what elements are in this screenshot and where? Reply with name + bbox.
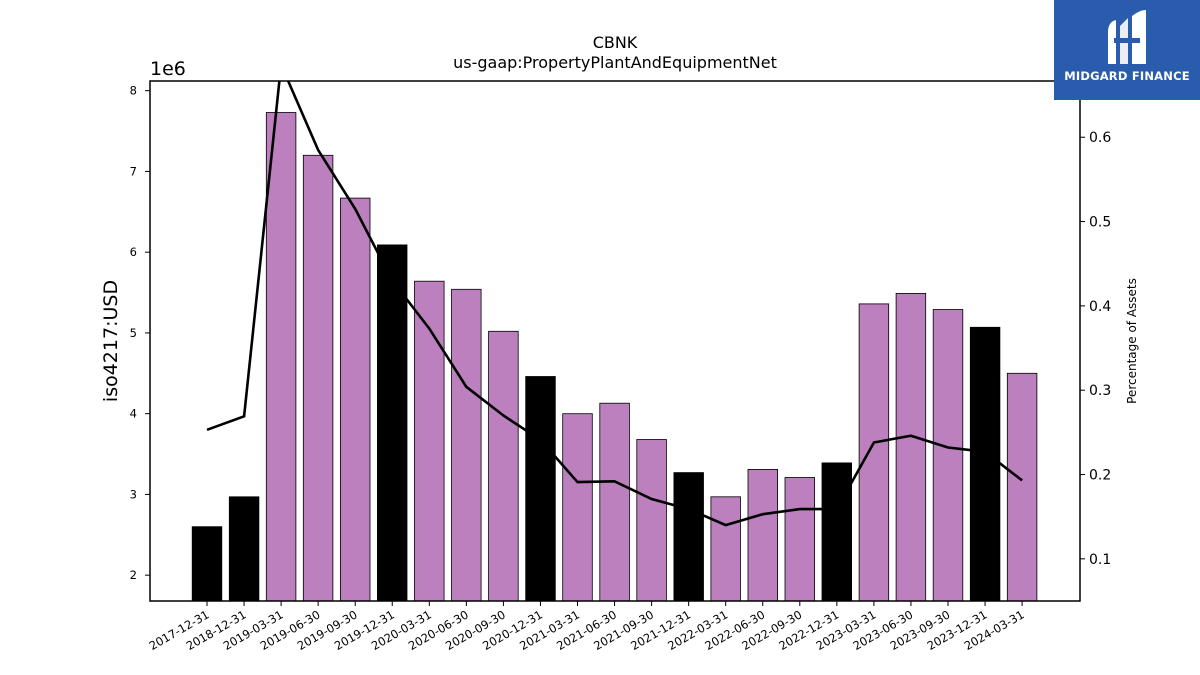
bar-2018-12-31 (228, 496, 260, 602)
y-axis-label: iso4217:USD (100, 280, 122, 402)
chart-title: CBNK (592, 33, 638, 52)
brand-logo: MIDGARD FINANCE (1054, 0, 1200, 100)
bar-series (191, 112, 1038, 602)
y-offset-label: 1e6 (150, 58, 186, 80)
percentage-of-assets-line (206, 81, 1023, 527)
bar-2020-06-30 (451, 288, 482, 602)
y2-tick-label: 0.6 (1089, 130, 1111, 146)
y-tick-label: 5 (130, 326, 137, 340)
bar-2017-12-31 (191, 526, 223, 602)
y-tick-label: 7 (130, 164, 137, 178)
bar-2022-03-31 (710, 496, 741, 602)
bar-2024-03-31 (1006, 372, 1038, 602)
bar-2020-12-31 (525, 376, 556, 602)
y2-axis-label: Percentage of Assets (1125, 278, 1139, 404)
left-axis-ticks: 2 3 4 5 6 7 8 (130, 84, 150, 582)
bar-2023-06-30 (895, 292, 927, 602)
bar-2019-06-30 (302, 154, 334, 602)
x-axis-ticks: 2017-12-312018-12-312019-03-312019-06-30… (147, 601, 1027, 653)
bar-2023-09-30 (932, 309, 964, 602)
bar-2019-12-31 (376, 244, 408, 602)
y2-tick-label: 0.1 (1089, 552, 1111, 568)
bar-2019-09-30 (339, 197, 371, 602)
y-tick-label: 6 (130, 245, 137, 259)
bar-2023-12-31 (969, 326, 1001, 602)
y2-tick-label: 0.5 (1089, 215, 1111, 231)
y-tick-label: 4 (130, 407, 137, 421)
y-tick-label: 2 (130, 568, 137, 582)
chart-subtitle: us-gaap:PropertyPlantAndEquipmentNet (453, 53, 777, 72)
bar-2021-03-31 (562, 413, 593, 602)
y2-tick-label: 0.3 (1089, 383, 1111, 399)
y2-tick-label: 0.2 (1089, 468, 1111, 484)
logo-mark-icon (1108, 10, 1146, 64)
y2-tick-label: 0.4 (1089, 299, 1111, 315)
right-axis-ticks: 0.1 0.2 0.3 0.4 0.5 0.6 (1080, 130, 1111, 568)
y-tick-label: 3 (130, 487, 137, 501)
bar-2021-09-30 (636, 439, 667, 602)
bar-2019-03-31 (265, 112, 297, 602)
bar-2020-03-31 (414, 280, 445, 602)
bar-2022-06-30 (747, 468, 779, 602)
y-tick-label: 8 (130, 84, 137, 98)
bar-2021-12-31 (673, 472, 704, 602)
logo-text: MIDGARD FINANCE (1064, 69, 1190, 83)
bar-2023-03-31 (858, 303, 890, 602)
percentage-line-layer (206, 81, 1023, 527)
bar-2020-09-30 (488, 330, 519, 602)
bar-2021-06-30 (599, 402, 630, 602)
bar-2022-09-30 (784, 477, 816, 602)
bar-2022-12-31 (821, 462, 853, 602)
